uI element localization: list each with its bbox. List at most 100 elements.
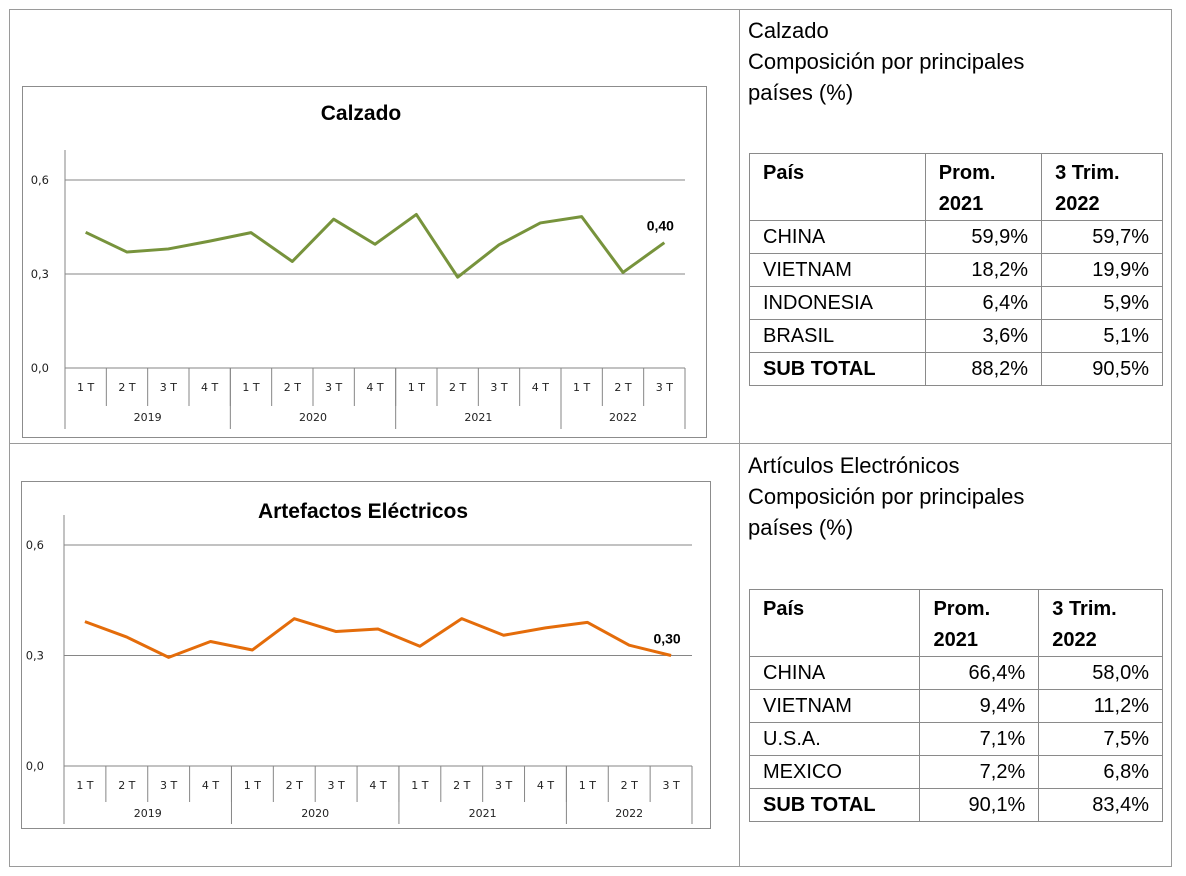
value-cell: 6,4% [924,286,1043,320]
country-cell: BRASIL [749,319,926,353]
x-tick-label: 1 T [408,381,425,394]
column-header: 3 Trim. 2022 [1038,589,1163,657]
section-heading-calzado: Calzado Composición por principales país… [748,15,1024,108]
value-cell: 7,1% [919,722,1040,756]
value-cell: 66,4% [919,656,1040,690]
outer-table-frame [9,9,1172,867]
x-tick-label: 1 T [77,381,94,394]
value-cell: 5,9% [1041,286,1163,320]
table-total-row: SUB TOTAL 90,1% 83,4% [748,788,1163,822]
x-tick-label: 4 T [202,779,219,792]
table-row: VIETNAM 18,2% 19,9% [749,253,1163,287]
table-total-row: SUB TOTAL 88,2% 90,5% [749,352,1163,386]
chart-title: Calzado [321,102,402,125]
chart-artefactos-svg: Artefactos Eléctricos 0,0 0,3 0,6 2019 2020 20… [26,500,693,824]
table-row: CHINA 66,4% 58,0% [748,656,1163,690]
x-tick-label: 2 T [614,381,631,394]
section-heading-articulos-electronicos: Artículos Electrónicos Composición por p… [748,450,1024,543]
y-tick-label: 0,6 [26,538,44,552]
heading-line: Composición por principales [748,49,1025,74]
x-tick-label: 2 T [286,779,303,792]
group-label: 2021 [469,807,497,820]
chart-calzado: Calzado 0,0 0,3 0,6 2019 2020 2021 2022 1 T 2 T 3 … [22,86,707,438]
value-cell: 59,9% [924,220,1043,254]
series-line [84,617,672,659]
total-label-cell: SUB TOTAL [749,352,926,386]
data-label: 0,30 [653,631,680,647]
x-tick-label: 3 T [328,779,345,792]
country-cell: VIETNAM [748,689,921,723]
column-header: Prom. 2021 [919,589,1040,657]
table-row: MEXICO 7,2% 6,8% [748,755,1163,789]
value-cell: 3,6% [924,319,1043,353]
chart-calzado-svg: Calzado 0,0 0,3 0,6 2019 2020 2021 2022 1 T 2 T 3 … [31,102,686,429]
table-row: VIETNAM 9,4% 11,2% [748,689,1163,723]
heading-line: Calzado [748,18,829,43]
x-tick-label: 4 T [366,381,383,394]
country-cell: CHINA [748,656,921,690]
x-tick-label: 1 T [411,779,428,792]
country-cell: CHINA [749,220,926,254]
x-tick-label: 3 T [325,381,342,394]
heading-line: países (%) [748,80,854,105]
group-label: 2021 [464,411,492,424]
value-cell: 7,5% [1038,722,1163,756]
table-header-row: País Prom. 2021 3 Trim. 2022 [748,589,1163,657]
group-label: 2019 [134,807,162,820]
country-cell: U.S.A. [748,722,921,756]
total-value-cell: 88,2% [924,352,1043,386]
total-value-cell: 90,1% [919,788,1040,822]
column-header: País [749,153,926,221]
total-value-cell: 83,4% [1038,788,1163,822]
group-label: 2020 [299,411,327,424]
x-tick-label: 2 T [284,381,301,394]
table-electronicos-paises: País Prom. 2021 3 Trim. 2022 CHINA 66,4% 58,0% V… [748,589,1163,822]
x-tick-label: 2 T [453,779,470,792]
column-header: Prom. 2021 [924,153,1043,221]
x-tick-label: 4 T [369,779,386,792]
x-tick-label: 1 T [242,381,259,394]
x-tick-label: 3 T [495,779,512,792]
value-cell: 11,2% [1038,689,1163,723]
group-label: 2019 [134,411,162,424]
x-tick-label: 2 T [118,381,135,394]
value-cell: 9,4% [919,689,1040,723]
x-tick-label: 3 T [160,779,177,792]
group-label: 2022 [615,807,643,820]
y-tick-label: 0,0 [26,759,44,773]
y-tick-label: 0,3 [26,649,44,663]
y-tick-label: 0,3 [31,267,49,281]
value-cell: 59,7% [1041,220,1163,254]
table-calzado-paises: País Prom. 2021 3 Trim. 2022 CHINA 59,9% 59,7% V… [749,153,1163,386]
row-divider [9,443,1172,444]
x-tick-label: 1 T [579,779,596,792]
heading-line: países (%) [748,515,854,540]
table-row: U.S.A. 7,1% 7,5% [748,722,1163,756]
table-row: INDONESIA 6,4% 5,9% [749,286,1163,320]
chart-title: Artefactos Eléctricos [258,500,468,523]
value-cell: 6,8% [1038,755,1163,789]
series-line [85,212,666,279]
y-tick-label: 0,0 [31,361,49,375]
heading-line: Composición por principales [748,484,1025,509]
country-cell: MEXICO [748,755,921,789]
x-tick-label: 2 T [621,779,638,792]
value-cell: 7,2% [919,755,1040,789]
data-label: 0,40 [647,218,674,234]
value-cell: 58,0% [1038,656,1163,690]
x-tick-label: 4 T [201,381,218,394]
chart-artefactos-electricos: Artefactos Eléctricos 0,0 0,3 0,6 2019 2020 20… [21,481,711,829]
x-tick-label: 1 T [76,779,93,792]
value-cell: 18,2% [924,253,1043,287]
group-label: 2020 [301,807,329,820]
column-header: 3 Trim. 2022 [1041,153,1163,221]
total-value-cell: 90,5% [1041,352,1163,386]
country-cell: VIETNAM [749,253,926,287]
x-tick-label: 3 T [656,381,673,394]
x-tick-label: 2 T [118,779,135,792]
x-tick-label: 3 T [662,779,679,792]
x-tick-label: 1 T [244,779,261,792]
total-label-cell: SUB TOTAL [748,788,921,822]
column-divider [739,9,740,867]
country-cell: INDONESIA [749,286,926,320]
